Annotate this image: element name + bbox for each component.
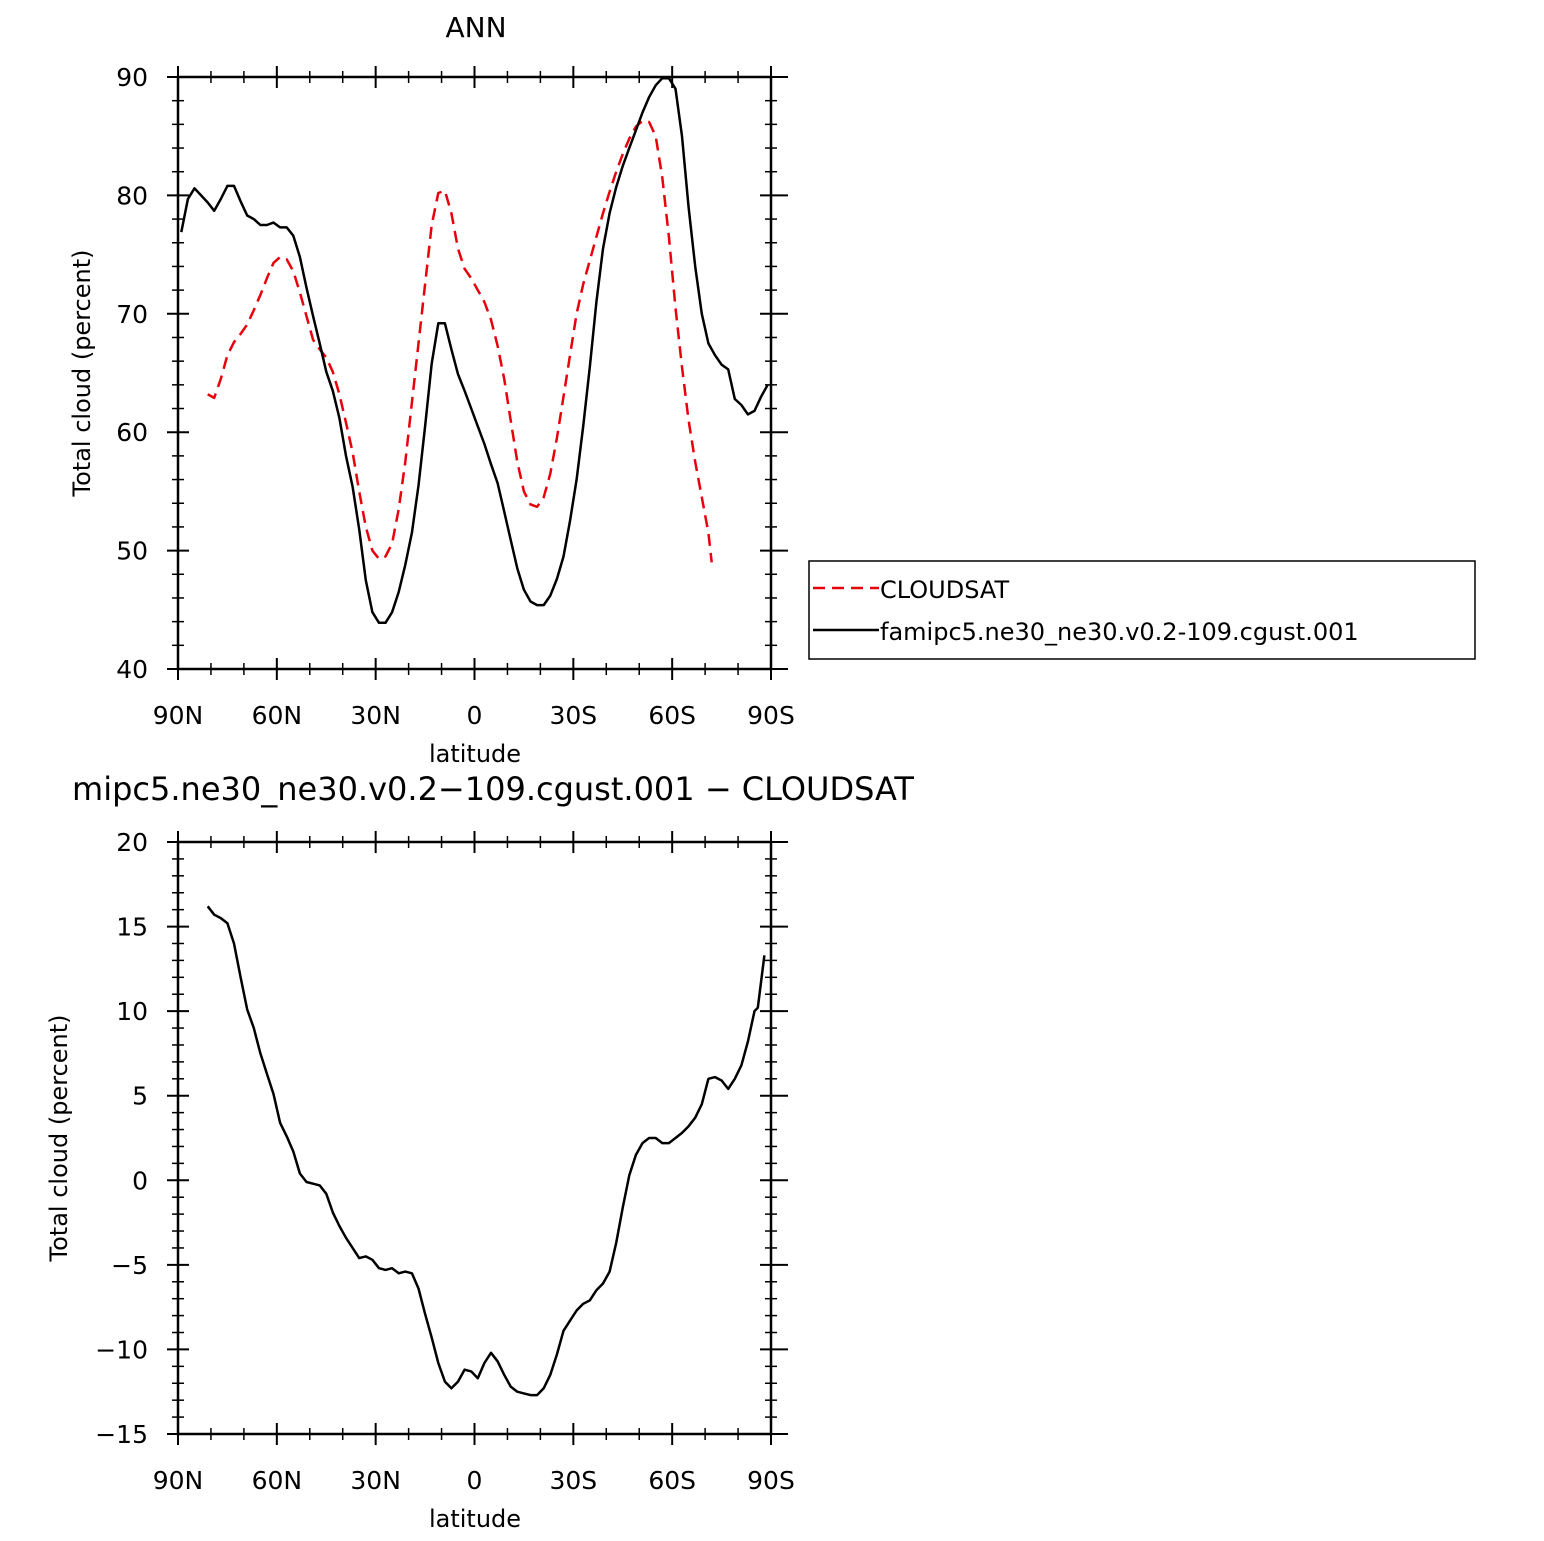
x-tick-label: 30N (350, 701, 401, 730)
y-tick-label: 10 (116, 997, 148, 1026)
x-axis-ticks: 90N 60N 30N 0 30S 60S 90S (153, 66, 795, 730)
plot-frame (176, 75, 773, 671)
legend-entry-model: famipc5.ne30_ne30.v0.2-109.cgust.001 (880, 618, 1359, 646)
x-tick-label: 90N (153, 701, 204, 730)
y-tick-label: −10 (95, 1335, 148, 1364)
x-axis-ticks: 90N 60N 30N 0 30S 60S 90S (153, 831, 795, 1495)
difference-line-chart: mipc5.ne30_ne30.v0.2−109.cgust.001 − CLO… (45, 770, 914, 1533)
top-line-chart: ANN 40 50 60 70 80 90 90N 60N 30N 0 30S 60S 90S lat… (68, 11, 1476, 768)
y-tick-label: −15 (95, 1420, 148, 1449)
y-tick-label: 50 (116, 537, 148, 566)
y-tick-label: 90 (116, 63, 148, 92)
x-tick-label: 60S (648, 701, 696, 730)
y-tick-label: 60 (116, 418, 148, 447)
y-axis-ticks: 40 50 60 70 80 90 (116, 63, 788, 684)
x-tick-label: 30S (549, 701, 597, 730)
x-tick-label: 90N (153, 1466, 204, 1495)
x-tick-label: 30N (350, 1466, 401, 1495)
y-tick-label: 0 (132, 1166, 148, 1195)
series-line-2 (180, 76, 769, 625)
y-tick-label: 70 (116, 300, 148, 329)
y-tick-label: 80 (116, 181, 148, 210)
series-layer (180, 76, 769, 625)
x-tick-label: 0 (467, 1466, 483, 1495)
legend-entry-cloudsat: CLOUDSAT (880, 576, 1009, 604)
series-line-1 (207, 119, 713, 563)
x-axis-label: latitude (429, 1505, 521, 1533)
x-tick-label: 60N (252, 701, 303, 730)
y-tick-label: 20 (116, 828, 148, 857)
y-tick-label: −5 (111, 1251, 148, 1280)
x-tick-label: 0 (467, 701, 483, 730)
y-tick-label: 15 (116, 913, 148, 942)
x-axis-label: latitude (429, 740, 521, 768)
y-axis-label: Total cloud (percent) (45, 1015, 73, 1263)
y-tick-label: 40 (116, 655, 148, 684)
x-tick-label: 90S (747, 701, 795, 730)
legend: CLOUDSAT famipc5.ne30_ne30.v0.2-109.cgus… (808, 560, 1476, 660)
legend-box (808, 560, 1476, 660)
y-axis-ticks: −15 −10 −5 0 5 10 15 20 (95, 828, 788, 1449)
y-axis-label: Total cloud (percent) (68, 250, 96, 498)
difference-chart-title: mipc5.ne30_ne30.v0.2−109.cgust.001 − CLO… (72, 770, 914, 808)
y-tick-label: 5 (132, 1082, 148, 1111)
chart-title: ANN (445, 11, 506, 44)
x-tick-label: 30S (549, 1466, 597, 1495)
x-tick-label: 90S (747, 1466, 795, 1495)
x-tick-label: 60S (648, 1466, 696, 1495)
series-line-1 (206, 905, 766, 1397)
plot-frame (176, 840, 773, 1436)
series-layer (206, 905, 766, 1397)
x-tick-label: 60N (252, 1466, 303, 1495)
